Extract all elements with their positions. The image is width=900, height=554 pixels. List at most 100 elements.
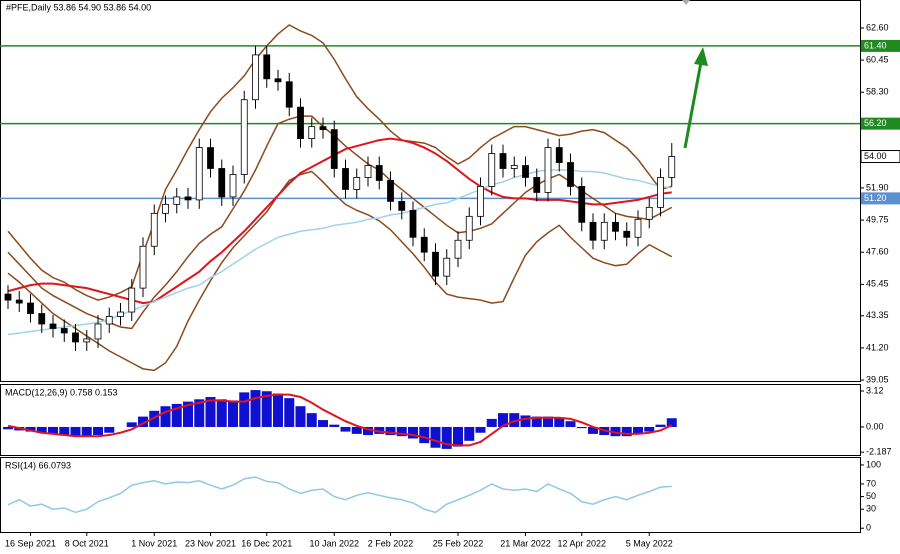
y-tick-label: -2.187 — [866, 447, 892, 457]
y-tick-label: 60.45 — [866, 54, 889, 64]
macd-bar — [261, 391, 272, 427]
macd-bar — [396, 426, 407, 437]
candle-body — [139, 245, 147, 289]
y-tick-label: 39.05 — [866, 374, 889, 384]
macd-bar — [205, 396, 216, 427]
candle-body — [612, 221, 619, 232]
macd-bar — [554, 417, 565, 427]
price-panel — [0, 0, 861, 382]
y-tick-label: 70 — [866, 478, 876, 488]
macd-bar — [104, 426, 115, 433]
candle-body — [162, 203, 169, 214]
macd-bar — [160, 406, 171, 427]
macd-bar — [273, 393, 283, 427]
macd-bar — [644, 426, 655, 432]
macd-bar — [621, 426, 632, 437]
macd-bar — [520, 415, 531, 427]
candle-body — [105, 316, 113, 325]
candle-body — [330, 129, 338, 169]
candle-body — [364, 165, 372, 178]
candle-body — [308, 126, 316, 139]
y-tick-label: 47.60 — [866, 247, 889, 257]
line — [7, 137, 672, 305]
macd-bar — [239, 392, 250, 427]
level-label-box — [861, 39, 900, 52]
candle-body — [398, 200, 406, 211]
candle-body — [184, 196, 192, 201]
candle-body — [375, 165, 383, 181]
candle-body — [285, 81, 293, 108]
rsi-title: RSI(14) 66.0793 — [5, 460, 71, 470]
candle-body — [195, 147, 203, 201]
macd-bar — [374, 426, 385, 434]
macd-bar — [464, 426, 475, 441]
y-tick-label: 58.30 — [866, 87, 889, 97]
macd-bar — [59, 426, 70, 436]
candle-body — [150, 212, 158, 247]
macd-bar — [509, 413, 520, 427]
candle-body — [567, 162, 574, 187]
candle-body — [229, 174, 237, 198]
macd-bar — [419, 426, 430, 444]
candle-body — [27, 302, 34, 314]
macd-bar — [666, 418, 677, 427]
y-tick-label: 0.00 — [866, 421, 884, 431]
macd-bar — [93, 426, 103, 436]
x-tick-label: 23 Nov 2021 — [185, 538, 236, 548]
y-tick-label: 49.75 — [866, 214, 889, 224]
candle-body — [578, 186, 586, 223]
candle-body — [342, 168, 349, 190]
macd-bar — [430, 426, 441, 448]
candle-body — [83, 338, 91, 343]
candle-body — [544, 147, 552, 193]
y-tick-label: 62.60 — [866, 22, 889, 32]
level-label-box — [861, 192, 900, 205]
macd-title: MACD(12,26,9) 0.758 0.153 — [5, 387, 118, 397]
candle-body — [522, 165, 529, 178]
macd-bar — [655, 424, 666, 427]
x-tick-label: 16 Sep 2021 — [5, 538, 56, 548]
macd-bar — [81, 426, 92, 437]
candle-body — [252, 54, 259, 101]
macd-bar — [363, 426, 373, 436]
macd-bar — [194, 399, 205, 427]
candle-body — [477, 186, 484, 217]
macd-bar — [588, 426, 598, 434]
macd-bar — [610, 426, 621, 437]
macd-bar — [171, 403, 182, 427]
macd-bar — [441, 426, 452, 449]
macd-bar — [408, 426, 418, 439]
macd-bar — [543, 416, 553, 427]
candle-body — [488, 153, 496, 187]
macd-bar — [48, 426, 58, 434]
x-tick-label: 25 Feb 2022 — [433, 538, 484, 548]
candle-body — [555, 147, 563, 163]
line — [7, 24, 672, 301]
candle-body — [117, 311, 124, 317]
macd-panel — [0, 384, 861, 456]
macd-bar — [25, 426, 36, 432]
rsi-panel — [0, 457, 861, 533]
candle-body — [510, 165, 518, 169]
y-tick-label: 41.20 — [866, 342, 889, 352]
candle-body — [173, 196, 181, 205]
level-label: 51.20 — [864, 193, 887, 203]
macd-bar — [385, 426, 396, 436]
plot: 62.60 60.45 58.30 51.90 49.75 47.60 45.45 43.35… — [0, 22, 900, 548]
macd-bar — [149, 410, 160, 427]
candle-body — [533, 177, 541, 193]
macd-bar — [306, 413, 317, 427]
candle-body — [60, 328, 68, 334]
macd-bar — [576, 426, 587, 429]
candle-body — [623, 230, 631, 238]
y-tick-label: 0 — [866, 523, 871, 533]
macd-bar — [565, 421, 576, 427]
candle-body — [240, 99, 248, 175]
macd-bar — [126, 422, 137, 427]
candle-body — [297, 106, 304, 139]
last-price-box — [860, 150, 900, 164]
candle-body — [274, 78, 282, 83]
y-tick-label: 51.90 — [866, 182, 889, 192]
candle-body — [645, 206, 653, 220]
